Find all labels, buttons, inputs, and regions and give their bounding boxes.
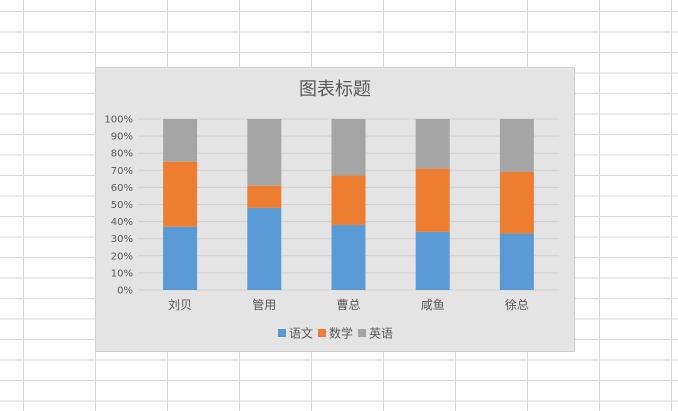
bar-segment[interactable]	[331, 225, 366, 290]
legend-swatch	[318, 329, 326, 337]
bars	[163, 119, 534, 290]
y-tick-label: 60%	[111, 183, 133, 194]
y-tick-label: 30%	[111, 234, 133, 245]
y-tick-label: 20%	[111, 251, 133, 262]
stacked-bar-chart: 图表标题 0% 10% 20% 30% 40% 50% 60% 70% 80% 90% 100% 刘…	[104, 79, 559, 341]
y-tick-label: 10%	[111, 268, 133, 279]
x-axis-categories: 刘贝 管用 曹总 咸鱼 徐总	[168, 297, 529, 312]
x-category-label: 刘贝	[168, 298, 192, 312]
bar-segment[interactable]	[331, 119, 366, 176]
y-tick-label: 100%	[104, 115, 133, 126]
bar-segment[interactable]	[247, 207, 282, 290]
y-tick-label: 90%	[111, 132, 133, 143]
bar-segment[interactable]	[247, 185, 282, 208]
bar-segment[interactable]	[415, 119, 450, 169]
legend-swatch	[358, 329, 366, 337]
bar-segment[interactable]	[499, 233, 534, 290]
x-category-label: 徐总	[505, 297, 529, 312]
y-tick-label: 50%	[111, 200, 133, 211]
bar-segment[interactable]	[247, 119, 282, 186]
y-tick-label: 70%	[111, 166, 133, 177]
y-tick-label: 80%	[111, 149, 133, 160]
legend-label: 语文	[289, 326, 313, 341]
legend-swatch	[278, 329, 286, 337]
x-category-label: 咸鱼	[421, 298, 445, 312]
legend-label: 数学	[329, 326, 353, 341]
y-axis-ticks: 0% 10% 20% 30% 40% 50% 60% 70% 80% 90% 100%	[104, 115, 133, 297]
chart-area[interactable]: 图表标题 0% 10% 20% 30% 40% 50% 60% 70% 80% 90% 100% 刘…	[95, 67, 575, 352]
bar-segment[interactable]	[331, 175, 366, 226]
y-tick-label: 0%	[117, 286, 133, 297]
bar-segment[interactable]	[163, 119, 198, 162]
chart-title[interactable]: 图表标题	[299, 79, 371, 100]
bar-segment[interactable]	[499, 119, 534, 173]
bar-segment[interactable]	[163, 226, 198, 290]
bar-segment[interactable]	[163, 161, 198, 227]
y-tick-label: 40%	[111, 217, 133, 228]
x-category-label: 曹总	[336, 298, 360, 312]
x-category-label: 管用	[252, 297, 276, 312]
bar-segment[interactable]	[415, 231, 450, 290]
legend-label: 英语	[369, 327, 393, 341]
bar-segment[interactable]	[415, 168, 450, 232]
legend[interactable]: 语文 数学 英语	[278, 326, 393, 341]
bar-segment[interactable]	[499, 172, 534, 234]
